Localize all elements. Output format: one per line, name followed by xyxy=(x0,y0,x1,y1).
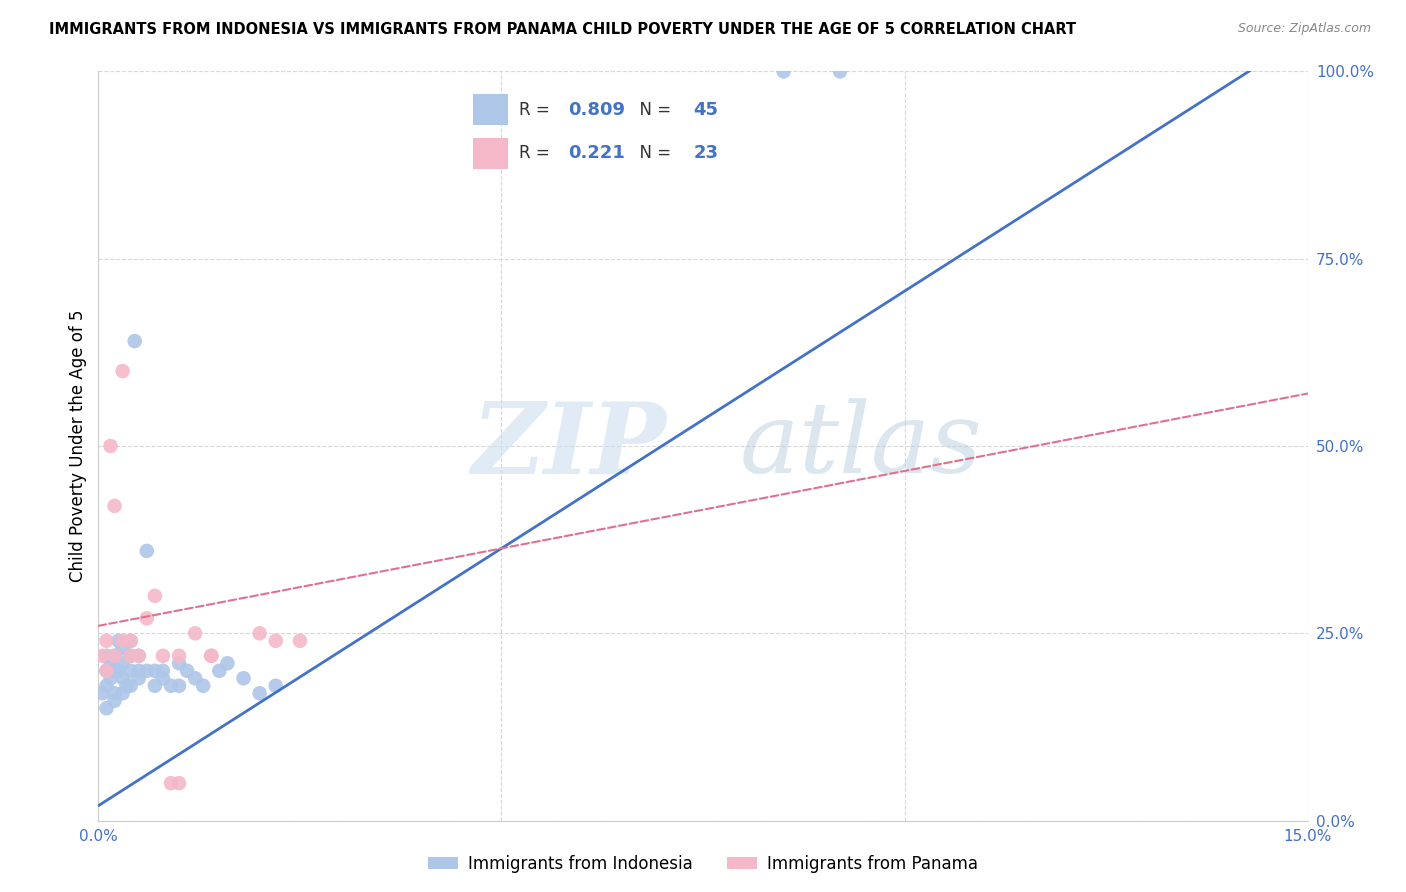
Point xyxy=(828,64,851,78)
Point xyxy=(100,671,122,685)
Point xyxy=(128,648,150,663)
Y-axis label: Child Poverty Under the Age of 5: Child Poverty Under the Age of 5 xyxy=(69,310,87,582)
Point xyxy=(124,334,146,348)
Point xyxy=(264,633,287,648)
Point xyxy=(111,686,134,700)
Point xyxy=(111,641,134,656)
Point xyxy=(152,671,174,685)
Point xyxy=(167,776,190,790)
Point xyxy=(100,657,122,671)
Point xyxy=(111,657,134,671)
Point xyxy=(160,776,183,790)
Point xyxy=(176,664,198,678)
Point xyxy=(103,648,125,663)
Legend: Immigrants from Indonesia, Immigrants from Panama: Immigrants from Indonesia, Immigrants fr… xyxy=(422,848,984,880)
Point xyxy=(91,686,114,700)
Point xyxy=(103,694,125,708)
Point xyxy=(103,686,125,700)
Point xyxy=(128,671,150,685)
Point xyxy=(96,679,118,693)
Point xyxy=(135,544,157,558)
Point xyxy=(120,679,142,693)
Point xyxy=(96,664,118,678)
Point xyxy=(184,626,207,640)
Point xyxy=(120,648,142,663)
Point xyxy=(143,589,166,603)
Point xyxy=(135,664,157,678)
Point xyxy=(96,664,118,678)
Point xyxy=(152,664,174,678)
Point xyxy=(111,671,134,685)
Point xyxy=(96,701,118,715)
Point xyxy=(249,686,271,700)
Point xyxy=(111,633,134,648)
Point xyxy=(103,648,125,663)
Point xyxy=(128,648,150,663)
Point xyxy=(91,648,114,663)
Point xyxy=(143,664,166,678)
Point xyxy=(232,671,254,685)
Point xyxy=(111,364,134,378)
Text: ZIP: ZIP xyxy=(472,398,666,494)
Point xyxy=(120,633,142,648)
Point xyxy=(200,648,222,663)
Point xyxy=(115,679,138,693)
Point xyxy=(96,648,118,663)
Point xyxy=(167,679,190,693)
Point xyxy=(107,633,129,648)
Point xyxy=(288,633,311,648)
Point xyxy=(135,611,157,625)
Point xyxy=(160,679,183,693)
Point xyxy=(208,664,231,678)
Point xyxy=(167,657,190,671)
Point xyxy=(120,633,142,648)
Point xyxy=(772,64,794,78)
Point xyxy=(100,439,122,453)
Point xyxy=(193,679,215,693)
Point xyxy=(217,657,239,671)
Text: IMMIGRANTS FROM INDONESIA VS IMMIGRANTS FROM PANAMA CHILD POVERTY UNDER THE AGE : IMMIGRANTS FROM INDONESIA VS IMMIGRANTS … xyxy=(49,22,1077,37)
Point xyxy=(184,671,207,685)
Point xyxy=(96,633,118,648)
Point xyxy=(128,664,150,678)
Text: Source: ZipAtlas.com: Source: ZipAtlas.com xyxy=(1237,22,1371,36)
Point xyxy=(143,679,166,693)
Point xyxy=(107,664,129,678)
Point xyxy=(120,648,142,663)
Point xyxy=(103,664,125,678)
Point xyxy=(249,626,271,640)
Point xyxy=(264,679,287,693)
Point xyxy=(152,648,174,663)
Point xyxy=(167,648,190,663)
Point xyxy=(200,648,222,663)
Text: atlas: atlas xyxy=(740,399,981,493)
Point xyxy=(103,499,125,513)
Point xyxy=(120,664,142,678)
